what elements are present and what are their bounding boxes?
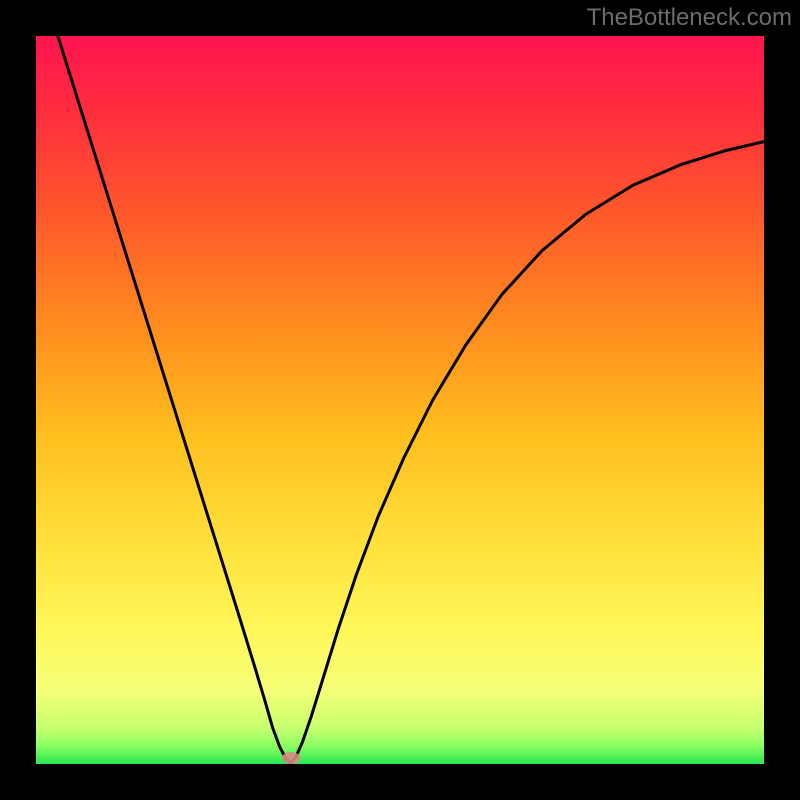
- watermark-text: TheBottleneck.com: [587, 4, 792, 32]
- curve-svg: [36, 36, 764, 764]
- vertex-marker: [282, 752, 300, 764]
- bottleneck-curve: [58, 36, 764, 764]
- canvas: TheBottleneck.com: [0, 0, 800, 800]
- plot-area: [36, 36, 764, 764]
